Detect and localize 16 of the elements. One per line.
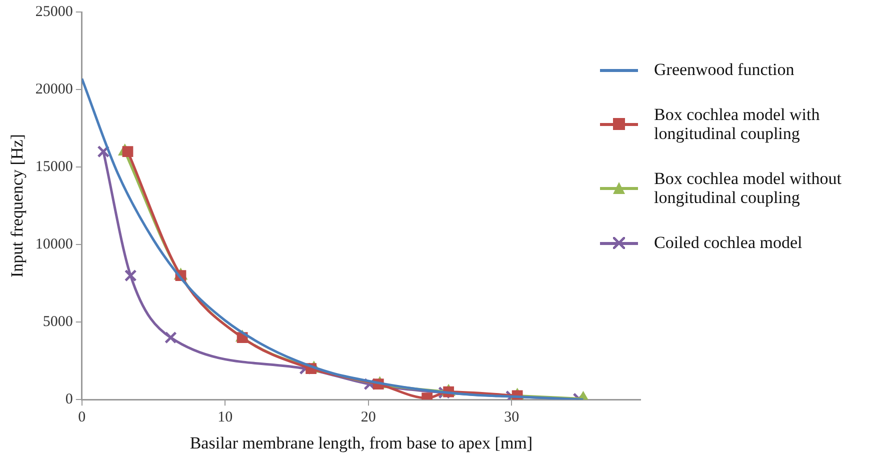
y-tick-label: 25000 xyxy=(35,4,73,20)
x-tick-label: 30 xyxy=(504,410,520,426)
legend-label: Coiled cochlea model xyxy=(654,233,802,252)
y-tick-label: 20000 xyxy=(35,81,73,98)
x-axis-title: Basilar membrane length, from base to apex [mm] xyxy=(190,433,533,452)
y-tick-label: 0 xyxy=(65,392,73,408)
y-tick-label: 5000 xyxy=(42,314,73,330)
x-tick-label: 20 xyxy=(360,410,376,426)
y-tick-label: 15000 xyxy=(35,158,73,175)
x-tick-label: 0 xyxy=(78,410,86,426)
legend-label: Greenwood function xyxy=(654,60,794,79)
x-tick-label: 10 xyxy=(218,410,233,426)
legend-label: Box cochlea model without longitudinal coupling xyxy=(654,169,842,207)
y-tick-label: 10000 xyxy=(35,236,73,252)
y-axis-title: Input frequency [Hz] xyxy=(8,134,27,278)
legend-label: Box cochlea model with longitudinal coupling xyxy=(654,105,821,143)
